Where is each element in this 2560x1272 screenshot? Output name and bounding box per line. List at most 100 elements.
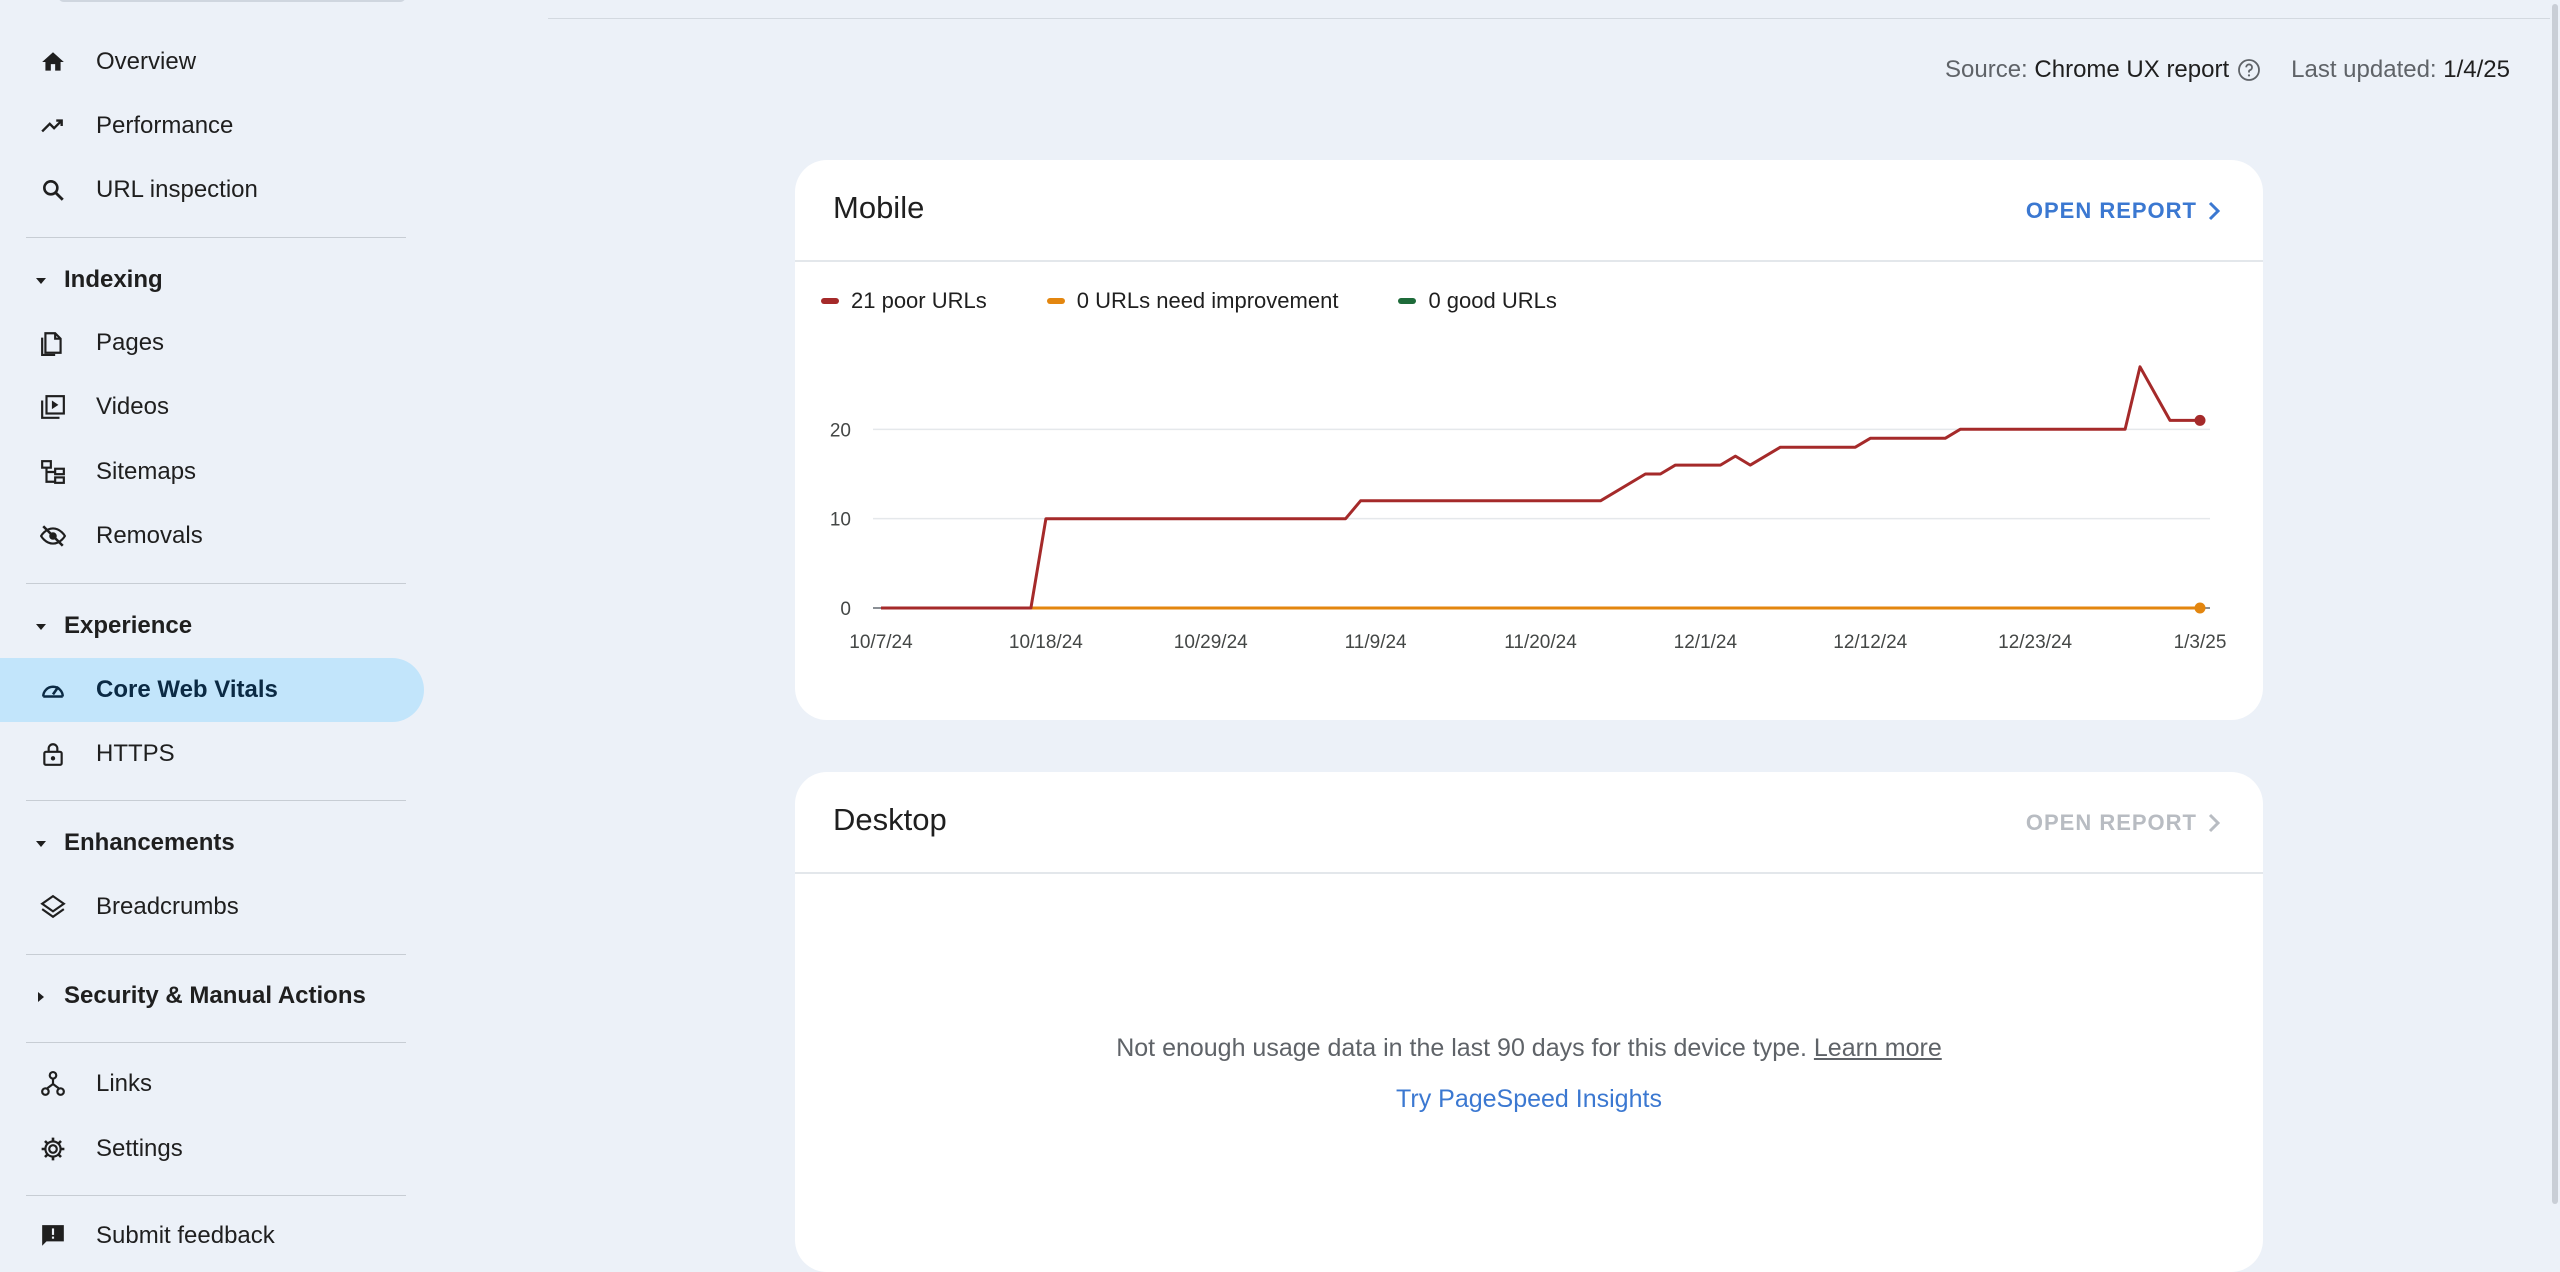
legend-label: 0 URLs need improvement xyxy=(1076,288,1339,313)
caret-down-icon xyxy=(36,624,46,630)
nav-item-label: Overview xyxy=(96,48,197,75)
section-label: Security & Manual Actions xyxy=(64,982,366,1009)
section-indexing[interactable]: Indexing xyxy=(0,252,424,308)
header-divider xyxy=(548,18,2560,19)
series-end-point xyxy=(2194,414,2206,426)
feedback-icon xyxy=(42,1225,64,1246)
speed-gauge-icon xyxy=(42,685,64,698)
caret-down-icon xyxy=(36,841,46,847)
nav-item-label: URL inspection xyxy=(96,176,258,203)
nav-item-breadcrumbs[interactable]: Breadcrumbs xyxy=(0,875,424,939)
nav-item-label: Links xyxy=(96,1070,153,1097)
nav-item-performance[interactable]: Performance xyxy=(0,94,424,158)
x-tick-label: 11/9/24 xyxy=(1345,632,1407,653)
x-tick-label: 12/12/24 xyxy=(1833,632,1907,653)
legend-label: 0 good URLs xyxy=(1428,288,1557,313)
series-line-poor xyxy=(881,365,2200,610)
section-experience[interactable]: Experience xyxy=(0,598,424,654)
desktop-open-report-button: OPEN REPORT xyxy=(2026,810,2221,836)
x-tick-label: 10/18/24 xyxy=(1009,632,1083,653)
chevron-right-icon xyxy=(2208,813,2221,833)
nav-item-sitemaps[interactable]: Sitemaps xyxy=(0,440,424,504)
mobile-card: Mobile OPEN REPORT 21 poor URLs 0 URLs n… xyxy=(795,160,2263,720)
visibility-off-icon xyxy=(40,525,66,547)
sidebar-divider xyxy=(26,1195,406,1196)
open-report-label: OPEN REPORT xyxy=(2025,198,2197,223)
chart-legend: 21 poor URLs 0 URLs need improvement 0 g… xyxy=(821,288,1617,314)
source-value: Chrome UX report xyxy=(2034,56,2230,83)
x-tick-label: 12/1/24 xyxy=(1674,632,1738,653)
caret-down-icon xyxy=(36,278,46,284)
legend-item-poor[interactable]: 21 poor URLs xyxy=(821,288,987,314)
nav-item-pages[interactable]: Pages xyxy=(0,311,424,375)
nav-item-url-inspection[interactable]: URL inspection xyxy=(0,158,424,222)
no-data-message: Not enough usage data in the last 90 day… xyxy=(795,1034,2263,1063)
nav-item-label: Sitemaps xyxy=(96,458,197,485)
sidebar-divider xyxy=(26,800,406,801)
cwv-line-chart: 0 10 20 30 10/7/24 10/18/24 10/29/24 11/9/24 11/… xyxy=(830,331,2227,653)
scrollbar[interactable] xyxy=(2550,0,2560,1247)
legend-label: 21 poor URLs xyxy=(851,288,987,313)
trending-up-icon xyxy=(41,119,63,133)
lock-icon xyxy=(43,743,63,766)
mobile-open-report-button[interactable]: OPEN REPORT xyxy=(2026,198,2221,224)
legend-item-needs-improvement[interactable]: 0 URLs need improvement xyxy=(1046,288,1339,314)
nav-item-label: Pages xyxy=(96,329,165,356)
nav-item-label: Removals xyxy=(96,522,203,549)
nav-item-links[interactable]: Links xyxy=(0,1052,424,1116)
nav-item-label: Settings xyxy=(96,1135,183,1162)
sidebar-divider xyxy=(26,954,406,955)
chart-area: 0 10 20 30 10/7/24 10/18/24 10/29/24 11/9/24 11/… xyxy=(795,331,2263,705)
sidebar-divider xyxy=(26,583,406,584)
nav-item-label: HTTPS xyxy=(96,740,175,767)
learn-more-link[interactable]: Learn more xyxy=(1813,1034,1942,1062)
open-report-label: OPEN REPORT xyxy=(2025,810,2197,835)
help-icon[interactable] xyxy=(2237,58,2261,82)
report-meta: Source: Chrome UX report Last updated: 1… xyxy=(1945,56,2510,84)
scrollbar-thumb[interactable] xyxy=(2552,4,2558,1204)
nav-item-label: Core Web Vitals xyxy=(96,676,278,703)
home-icon xyxy=(42,52,64,71)
y-tick-label: 30 xyxy=(830,350,851,352)
no-data-text: Not enough usage data in the last 90 day… xyxy=(1116,1034,1807,1062)
nav-item-core-web-vitals[interactable]: Core Web Vitals xyxy=(0,658,424,722)
section-security-manual-actions[interactable]: Security & Manual Actions xyxy=(0,968,424,1024)
video-library-icon xyxy=(41,395,65,419)
x-tick-label: 12/23/24 xyxy=(1998,632,2072,653)
section-label: Indexing xyxy=(64,266,163,293)
x-tick-label: 11/20/24 xyxy=(1504,632,1577,653)
links-icon xyxy=(41,1071,65,1096)
sidebar-divider xyxy=(26,1042,406,1043)
nav-item-submit-feedback[interactable]: Submit feedback xyxy=(0,1204,424,1268)
y-tick-label: 10 xyxy=(830,510,851,531)
section-enhancements[interactable]: Enhancements xyxy=(0,815,424,871)
series-end-point xyxy=(2194,602,2206,614)
sidebar-top-edge xyxy=(58,0,406,2)
updated-label: Last updated: xyxy=(2291,56,2437,83)
sidebar-divider xyxy=(26,237,406,238)
gear-icon xyxy=(41,1137,65,1161)
x-tick-label: 1/3/25 xyxy=(2174,632,2227,653)
card-divider xyxy=(795,872,2263,874)
nav-item-overview[interactable]: Overview xyxy=(0,30,424,94)
nav-item-label: Submit feedback xyxy=(96,1222,275,1249)
pagespeed-insights-link[interactable]: Try PageSpeed Insights xyxy=(1396,1085,1662,1113)
caret-right-icon xyxy=(38,992,44,1002)
desktop-card: Desktop OPEN REPORT Not enough usage dat… xyxy=(795,772,2263,1272)
y-tick-label: 20 xyxy=(830,420,851,441)
nav-item-settings[interactable]: Settings xyxy=(0,1117,424,1181)
nav-item-label: Videos xyxy=(96,393,169,420)
nav-item-label: Breadcrumbs xyxy=(96,893,239,920)
legend-swatch xyxy=(1046,298,1065,304)
x-tick-label: 10/29/24 xyxy=(1174,632,1248,653)
sidebar: Overview Performance URL inspection Inde… xyxy=(0,0,430,1249)
updated-value: 1/4/25 xyxy=(2443,56,2510,83)
chevron-right-icon xyxy=(2208,201,2221,221)
nav-item-https[interactable]: HTTPS xyxy=(0,722,424,786)
card-title: Desktop xyxy=(833,802,947,837)
card-title: Mobile xyxy=(833,190,925,225)
sitemap-icon xyxy=(41,460,65,484)
legend-item-good[interactable]: 0 good URLs xyxy=(1398,288,1557,314)
nav-item-videos[interactable]: Videos xyxy=(0,375,424,439)
nav-item-removals[interactable]: Removals xyxy=(0,504,424,568)
